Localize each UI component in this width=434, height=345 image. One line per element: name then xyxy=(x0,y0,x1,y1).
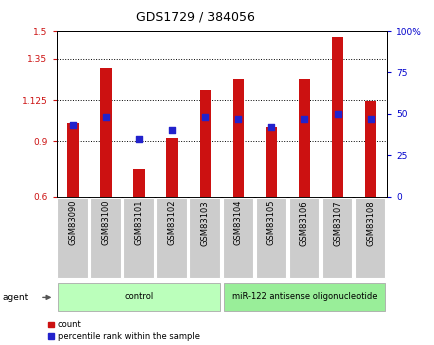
Bar xyxy=(298,79,309,197)
Text: miR-122 antisense oligonucleotide: miR-122 antisense oligonucleotide xyxy=(231,292,376,300)
Bar xyxy=(67,123,79,197)
FancyBboxPatch shape xyxy=(223,283,385,310)
FancyBboxPatch shape xyxy=(288,198,319,278)
Legend: count, percentile rank within the sample: count, percentile rank within the sample xyxy=(48,321,199,341)
Point xyxy=(69,123,76,128)
FancyBboxPatch shape xyxy=(156,198,187,278)
Text: GSM83106: GSM83106 xyxy=(299,200,308,246)
Bar xyxy=(265,127,276,197)
Text: GSM83104: GSM83104 xyxy=(233,200,242,245)
Bar xyxy=(100,68,112,197)
Text: GDS1729 / 384056: GDS1729 / 384056 xyxy=(136,10,255,23)
Text: GSM83101: GSM83101 xyxy=(135,200,143,245)
Point xyxy=(267,124,274,130)
FancyBboxPatch shape xyxy=(189,198,220,278)
Point xyxy=(333,111,340,117)
FancyBboxPatch shape xyxy=(255,198,286,278)
FancyBboxPatch shape xyxy=(222,198,253,278)
Text: GSM83107: GSM83107 xyxy=(332,200,341,246)
Bar xyxy=(133,169,145,197)
Bar xyxy=(166,138,178,197)
Bar xyxy=(364,101,375,197)
FancyBboxPatch shape xyxy=(58,283,220,310)
Text: GSM83105: GSM83105 xyxy=(266,200,275,245)
Text: control: control xyxy=(124,292,154,300)
Point xyxy=(135,136,142,141)
Point xyxy=(168,128,175,133)
FancyBboxPatch shape xyxy=(57,198,88,278)
Bar xyxy=(331,37,342,197)
FancyBboxPatch shape xyxy=(90,198,121,278)
FancyBboxPatch shape xyxy=(321,198,352,278)
Text: agent: agent xyxy=(2,293,28,302)
Point xyxy=(234,116,241,121)
Point xyxy=(102,115,109,120)
Text: GSM83102: GSM83102 xyxy=(168,200,176,245)
Bar xyxy=(232,79,243,197)
Text: GSM83103: GSM83103 xyxy=(201,200,209,246)
Text: GSM83090: GSM83090 xyxy=(69,200,77,245)
FancyBboxPatch shape xyxy=(354,198,385,278)
Point xyxy=(366,116,373,121)
FancyBboxPatch shape xyxy=(123,198,154,278)
Point xyxy=(300,116,307,121)
Text: GSM83100: GSM83100 xyxy=(102,200,110,245)
Bar xyxy=(199,90,210,197)
Point xyxy=(201,115,208,120)
Text: GSM83108: GSM83108 xyxy=(365,200,374,246)
